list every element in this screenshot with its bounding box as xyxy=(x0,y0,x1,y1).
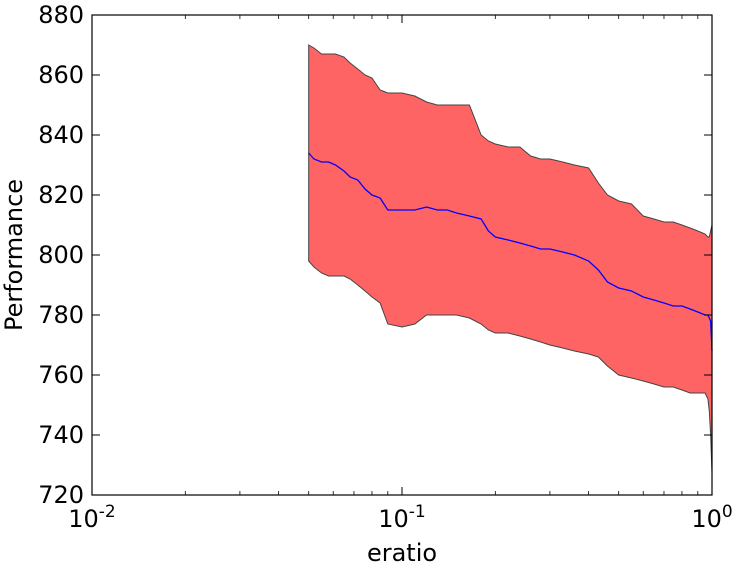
y-tick-label: 880 xyxy=(38,1,84,29)
y-tick-label: 820 xyxy=(38,181,84,209)
y-tick-label: 840 xyxy=(38,121,84,149)
y-tick-label: 780 xyxy=(38,301,84,329)
mean-line xyxy=(308,152,713,352)
x-axis-label: eratio xyxy=(367,539,437,567)
axis-ticks: 720 740 760 780 800 820 840 860 880 10-2 10-1 100 xyxy=(38,1,733,533)
y-tick-label: 720 xyxy=(38,481,84,509)
y-tick-label: 860 xyxy=(38,61,84,89)
x-tick-label: 10-2 xyxy=(68,502,116,533)
confidence-band xyxy=(308,44,713,475)
y-tick-label: 800 xyxy=(38,241,84,269)
plot-area xyxy=(308,44,713,475)
x-tick-label: 100 xyxy=(691,502,732,533)
y-tick-label: 740 xyxy=(38,421,84,449)
y-axis-label: Performance xyxy=(0,179,28,331)
y-tick-label: 760 xyxy=(38,361,84,389)
x-tick-label: 10-1 xyxy=(378,502,426,533)
